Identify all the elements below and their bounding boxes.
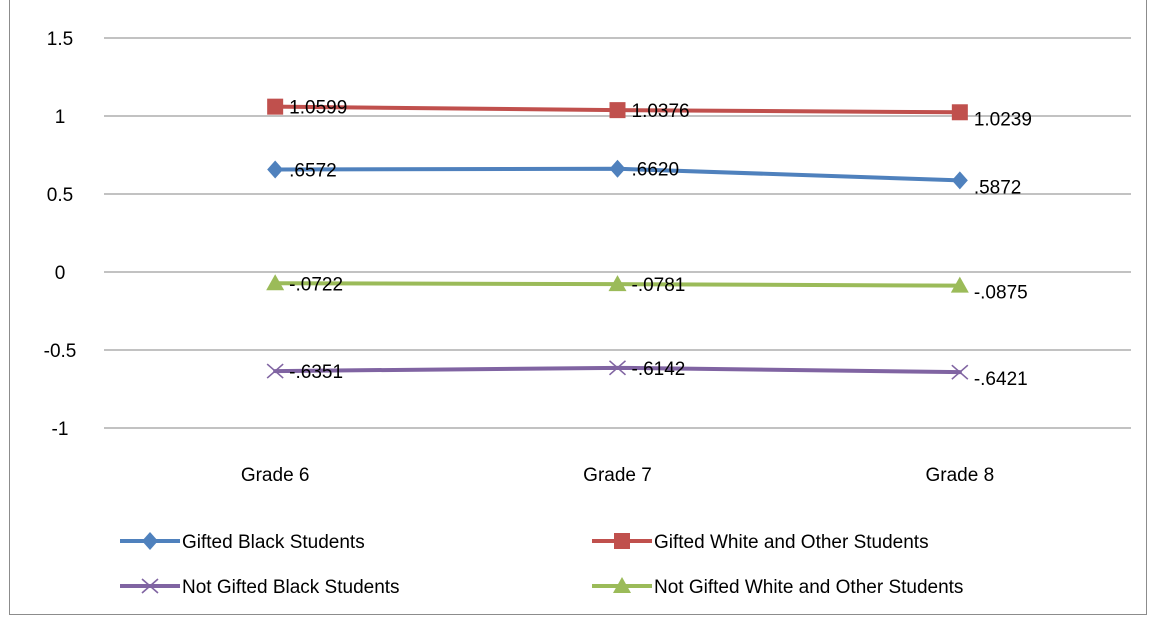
data-point (950, 276, 969, 293)
data-point (951, 104, 968, 121)
data-point (608, 275, 627, 292)
series-lines (273, 104, 962, 375)
legend-item: Gifted Black Students (120, 532, 365, 553)
legend-marker (142, 532, 158, 550)
data-label: .5872 (974, 177, 1022, 198)
y-tick-label: -1 (52, 419, 69, 440)
legend-marker (141, 578, 159, 594)
data-point (266, 363, 284, 379)
data-label: -.0875 (974, 283, 1028, 304)
data-labels: .6572 .6620 .5872 1.0599 1.0376 1.0239 -.6351 -… (289, 98, 1032, 391)
x-tick-label: Grade 6 (241, 465, 310, 486)
x-tick-label: Grade 7 (583, 465, 652, 486)
legend-marker (613, 577, 631, 593)
legend-label: Gifted White and Other Students (654, 532, 929, 553)
legend-marker (614, 533, 630, 549)
data-label: .6620 (632, 160, 680, 181)
x-tick-label: Grade 8 (926, 465, 995, 486)
legend: Gifted Black Students Gifted White and Ot… (120, 532, 963, 598)
legend-item: Not Gifted Black Students (120, 577, 400, 598)
y-tick-label: 0.5 (47, 185, 73, 206)
y-tick-label: -0.5 (44, 341, 77, 362)
data-point (951, 364, 969, 380)
data-label: -.6351 (289, 362, 343, 383)
data-label: 1.0599 (289, 98, 347, 119)
data-point (609, 102, 626, 119)
y-tick-label: 1 (55, 107, 66, 128)
marker-stroke (608, 360, 627, 376)
legend-item: Gifted White and Other Students (592, 532, 929, 553)
data-label: -.0781 (632, 275, 686, 296)
data-label: 1.0239 (974, 109, 1032, 130)
data-point (267, 98, 284, 115)
series-markers (266, 98, 969, 380)
legend-label: Gifted Black Students (182, 532, 365, 553)
data-point (609, 159, 626, 178)
y-tick-label: 1.5 (47, 29, 73, 50)
data-label: -.0722 (289, 274, 343, 295)
y-axis-labels: 1.5 1 0.5 0 -0.5 -1 (44, 29, 77, 440)
data-point (267, 160, 284, 179)
data-label: -.6421 (974, 369, 1028, 390)
marker-stroke (141, 578, 159, 594)
data-point (951, 171, 968, 190)
data-label: -.6142 (632, 359, 686, 380)
data-label: 1.0376 (632, 101, 690, 122)
marker-stroke (266, 363, 284, 379)
legend-label: Not Gifted Black Students (182, 577, 400, 598)
y-tick-label: 0 (55, 263, 66, 284)
legend-item: Not Gifted White and Other Students (592, 577, 963, 598)
data-point (608, 360, 627, 376)
chart-frame (9, 0, 1147, 615)
data-label: .6572 (289, 160, 337, 181)
legend-label: Not Gifted White and Other Students (654, 577, 963, 598)
data-point (266, 274, 285, 291)
x-axis-labels: Grade 6 Grade 7 Grade 8 (241, 465, 994, 486)
marker-stroke (951, 364, 969, 380)
